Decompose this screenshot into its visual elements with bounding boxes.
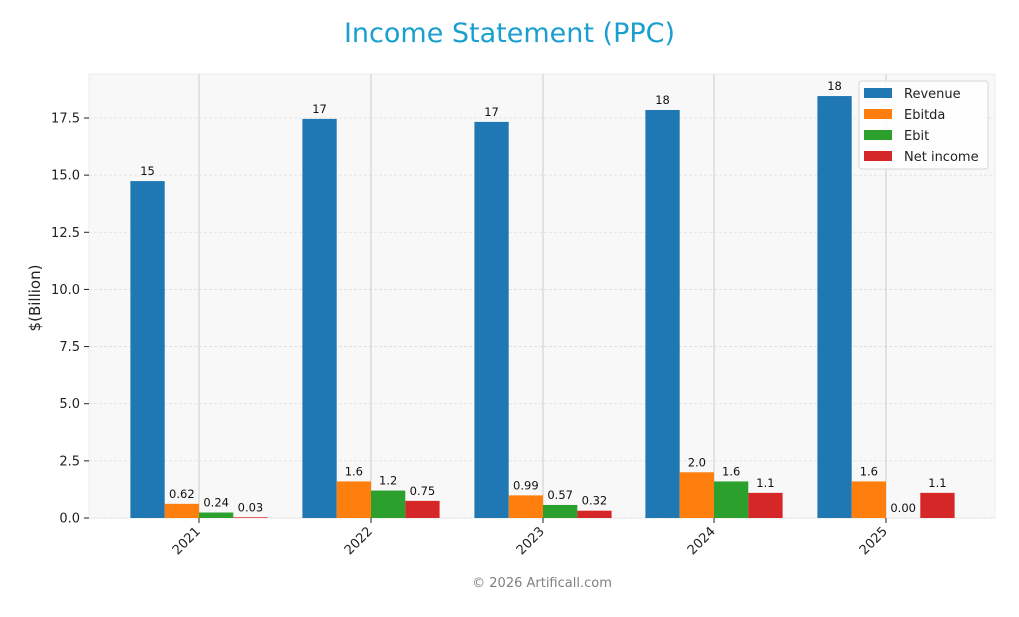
- legend-swatch: [864, 151, 892, 161]
- bar-net-income-2025: [920, 492, 955, 518]
- legend-label: Ebit: [904, 129, 929, 144]
- x-tick-label: 2022: [342, 524, 376, 558]
- y-tick-label: 10.0: [51, 283, 80, 298]
- bar-value-label: 0.99: [513, 478, 539, 492]
- y-axis: 0.0 2.5 5.0 7.5 10.0 12.5 15.0 17.5: [51, 112, 89, 527]
- bar-ebitda-2023: [508, 495, 543, 518]
- y-tick-label: 7.5: [59, 340, 80, 355]
- bar-value-label: 1.6: [860, 464, 878, 478]
- legend-label: Revenue: [904, 87, 961, 102]
- legend-item-ebit: Ebit: [864, 129, 929, 144]
- bar-net-income-2023: [577, 510, 612, 518]
- bar-value-label: 0.62: [169, 487, 195, 501]
- bar-value-label: 1.1: [756, 476, 774, 490]
- bar-value-label: 0.00: [890, 501, 916, 515]
- y-tick-label: 2.5: [59, 454, 80, 469]
- bar-revenue-2022: [302, 118, 337, 519]
- chart-title: Income Statement (PPC): [343, 18, 676, 49]
- bar-value-label: 17: [312, 102, 327, 116]
- legend-swatch: [864, 130, 892, 140]
- bar-value-label: 1.1: [928, 476, 946, 490]
- x-tick-label: 2021: [170, 524, 204, 558]
- legend-swatch: [864, 88, 892, 98]
- bar-value-label: 1.6: [722, 464, 740, 478]
- y-tick-label: 0.0: [59, 512, 80, 527]
- x-tick-label: 2025: [857, 524, 891, 558]
- bar-ebitda-2024: [679, 472, 714, 518]
- legend-label: Ebitda: [904, 108, 945, 123]
- bar-ebit-2022: [371, 490, 406, 518]
- bar-ebit-2024: [714, 481, 749, 518]
- legend: Revenue Ebitda Ebit Net income: [858, 80, 989, 170]
- bar-value-label: 18: [655, 93, 670, 107]
- x-axis: 2021 2022 2023 2024 2025: [170, 518, 891, 558]
- bar-revenue-2023: [474, 121, 509, 518]
- bars: 15 0.62 0.24 0.03 17 1.6 1.2 0.75 17 0.99 0.57 0.32…: [130, 79, 955, 519]
- bar-value-label: 2.0: [688, 455, 706, 469]
- x-tick-label: 2023: [514, 524, 548, 558]
- bar-ebitda-2021: [164, 503, 199, 518]
- bar-value-label: 0.75: [410, 484, 436, 498]
- bar-revenue-2021: [130, 181, 165, 519]
- y-axis-label: $(Billion): [26, 265, 44, 332]
- bar-value-label: 0.57: [547, 488, 573, 502]
- footer-copyright: © 2026 Artificall.com: [472, 576, 612, 591]
- legend-swatch: [864, 109, 892, 119]
- bar-revenue-2024: [645, 110, 680, 518]
- bar-net-income-2024: [748, 492, 783, 518]
- legend-item-net-income: Net income: [864, 150, 979, 165]
- bar-net-income-2022: [405, 500, 440, 518]
- bar-ebit-2021: [199, 512, 234, 518]
- bar-value-label: 0.24: [203, 496, 229, 510]
- bar-revenue-2025: [817, 96, 852, 519]
- x-tick-label: 2024: [685, 524, 719, 558]
- bar-value-label: 1.6: [345, 464, 363, 478]
- bar-value-label: 1.2: [379, 474, 397, 488]
- bar-ebitda-2022: [336, 481, 371, 518]
- y-tick-label: 12.5: [51, 226, 80, 241]
- bar-value-label: 0.03: [238, 500, 264, 514]
- y-tick-label: 5.0: [59, 397, 80, 412]
- bar-value-label: 0.32: [582, 494, 608, 508]
- bar-value-label: 15: [140, 164, 155, 178]
- bar-ebitda-2025: [851, 481, 886, 518]
- legend-item-revenue: Revenue: [864, 87, 961, 102]
- bar-value-label: 18: [827, 79, 842, 93]
- bar-value-label: 17: [484, 105, 499, 119]
- legend-box: [858, 80, 989, 170]
- legend-label: Net income: [904, 150, 979, 165]
- legend-item-ebitda: Ebitda: [864, 108, 945, 123]
- bar-ebit-2023: [543, 504, 578, 518]
- bar-net-income-2021: [233, 517, 268, 518]
- y-tick-label: 17.5: [51, 112, 80, 127]
- y-tick-label: 15.0: [51, 169, 80, 184]
